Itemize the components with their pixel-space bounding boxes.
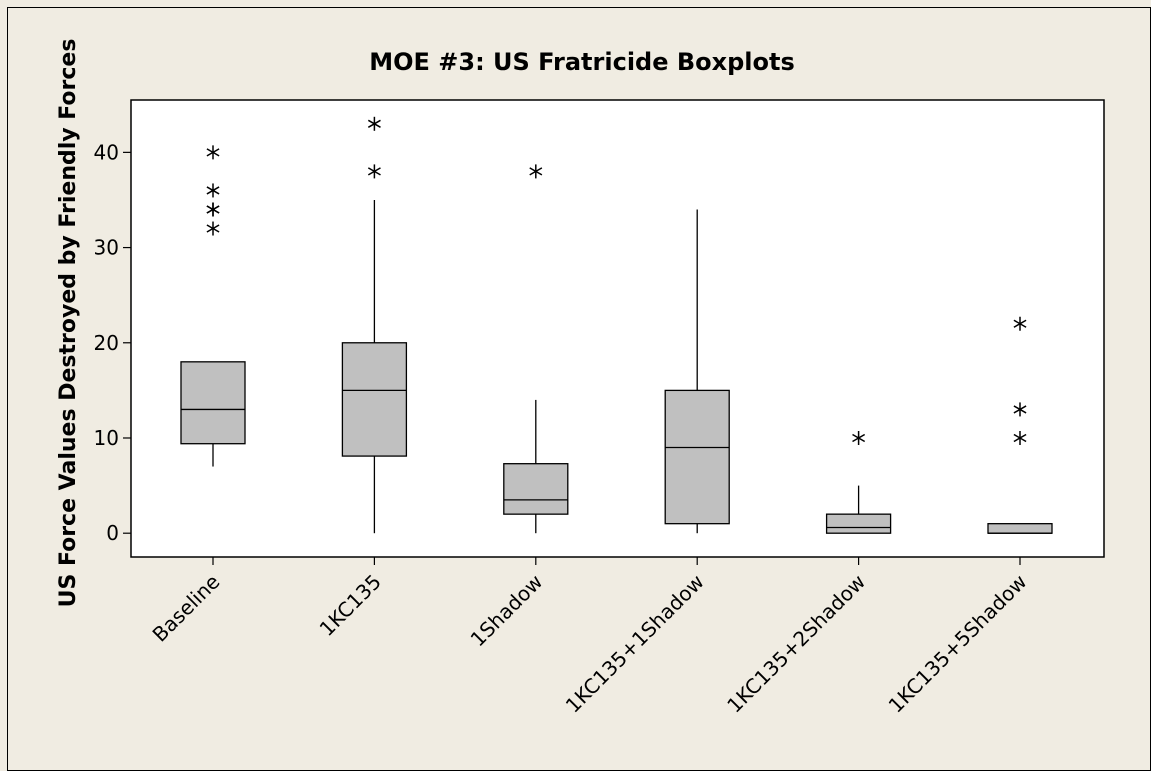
outlier-point — [367, 116, 381, 131]
outlier-stroke — [367, 119, 381, 128]
box-group — [825, 430, 892, 534]
outlier-stroke — [529, 167, 543, 176]
outlier-point — [206, 183, 220, 198]
outlier-point — [367, 164, 381, 179]
outlier-stroke — [1013, 433, 1027, 443]
box-iqr — [987, 523, 1053, 534]
outlier-point — [852, 430, 866, 445]
outlier-stroke — [1013, 319, 1027, 328]
box-group — [180, 145, 246, 467]
outlier-stroke — [367, 167, 381, 176]
y-tick-label: 40 — [94, 140, 119, 164]
y-tick-label: 10 — [94, 426, 119, 450]
outlier-point — [529, 164, 543, 179]
chart-title: MOE #3: US Fratricide Boxplots — [369, 48, 795, 76]
y-tick-label: 30 — [94, 236, 119, 260]
outlier-point — [206, 202, 220, 217]
y-axis: 0 10 20 30 40 — [94, 140, 131, 545]
plot-area — [130, 99, 1105, 558]
box-group — [341, 116, 408, 534]
outlier-point — [206, 221, 220, 236]
y-tick-label: 0 — [106, 521, 119, 545]
outlier-stroke — [206, 205, 220, 214]
box-group — [664, 209, 730, 534]
boxes — [180, 116, 1053, 534]
box-group — [503, 164, 569, 534]
box-iqr — [503, 463, 569, 515]
box-iqr — [825, 513, 892, 534]
box-iqr — [664, 389, 730, 525]
outlier-point — [1013, 430, 1027, 445]
outlier-stroke — [206, 224, 220, 233]
y-axis-label: US Force Values Destroyed by Friendly Fo… — [56, 39, 81, 608]
outlier-point — [1013, 316, 1027, 331]
box-group — [987, 316, 1053, 534]
outlier-stroke — [852, 433, 866, 443]
y-tick-label: 20 — [94, 331, 119, 355]
box-iqr — [180, 361, 246, 445]
outlier-stroke — [206, 186, 220, 195]
outlier-point — [1013, 402, 1027, 417]
outlier-stroke — [206, 148, 220, 157]
outlier-point — [206, 145, 220, 160]
box-iqr — [341, 342, 408, 457]
outlier-stroke — [1013, 405, 1027, 414]
